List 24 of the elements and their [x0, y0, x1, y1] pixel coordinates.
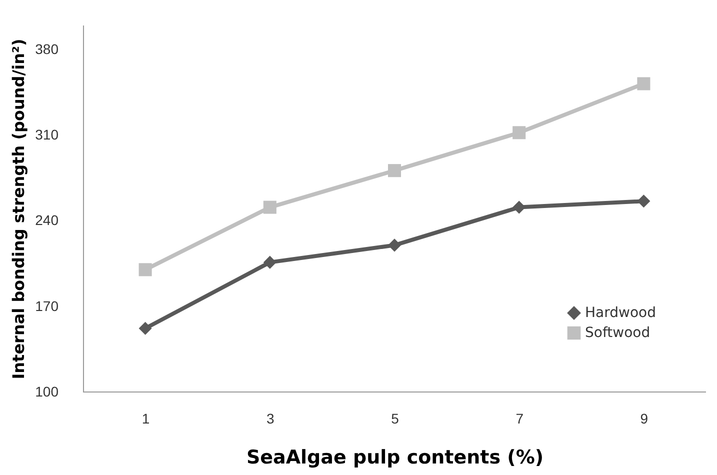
point: [388, 164, 402, 178]
legend-label: Softwood: [585, 325, 650, 341]
x-tick-label: 3: [266, 410, 274, 426]
point: [637, 194, 650, 208]
point: [388, 238, 402, 252]
y-axis-title: Internal bonding strength (pound/in²): [9, 38, 28, 380]
y-tick-label: 170: [35, 298, 59, 314]
point: [512, 200, 526, 214]
point: [138, 322, 152, 335]
y-tick-label: 380: [35, 40, 59, 57]
legend-label: Hardwood: [585, 305, 656, 321]
x-tick-label: 9: [640, 410, 648, 426]
point: [263, 200, 276, 214]
x-tick-label: 7: [516, 410, 524, 426]
point: [637, 77, 650, 90]
x-tick-label: 1: [142, 410, 150, 426]
y-tick-label: 100: [35, 384, 59, 400]
x-axis-title: SeaAlgae pulp contents (%): [246, 446, 544, 468]
point: [138, 263, 152, 276]
y-tick-label: 240: [35, 212, 59, 228]
point: [263, 256, 276, 269]
x-tick-label: 5: [391, 410, 400, 426]
y-tick-label: 310: [35, 126, 59, 143]
point: [512, 126, 526, 140]
